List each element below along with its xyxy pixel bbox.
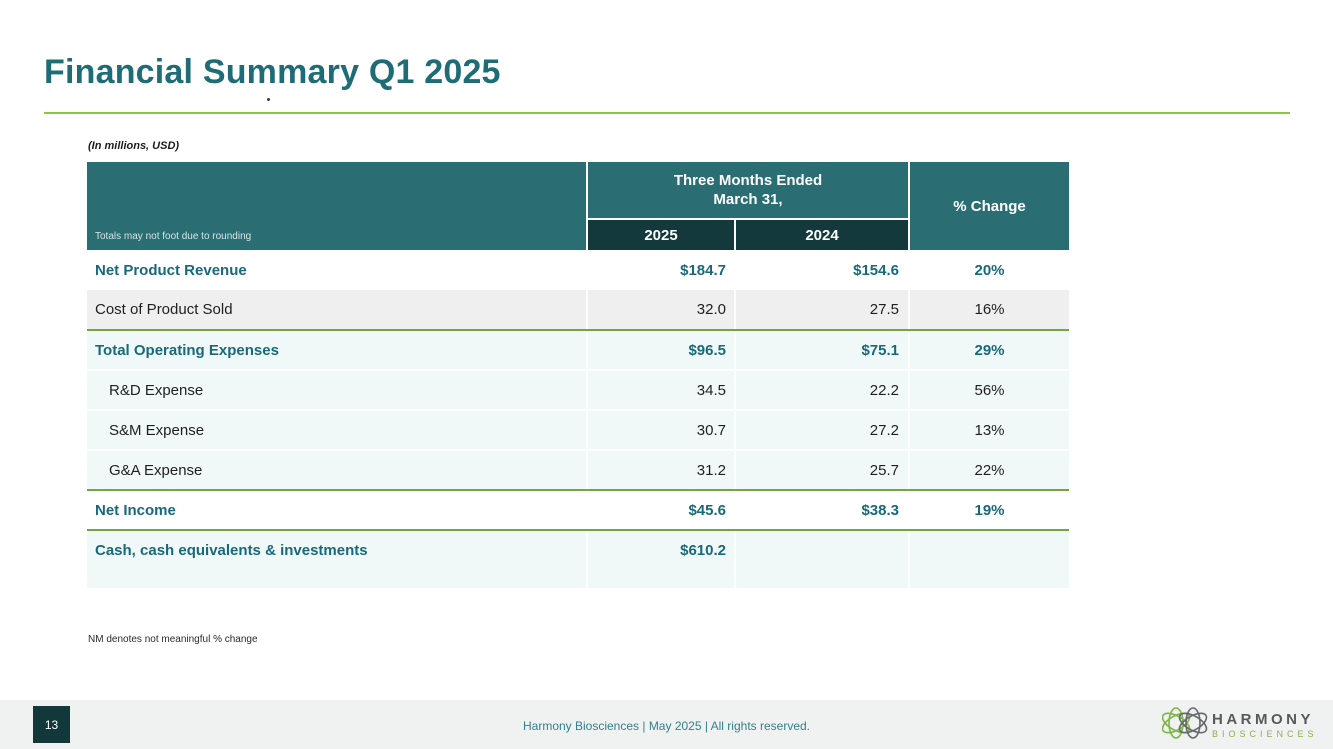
cell-change: 20% <box>908 250 1069 290</box>
cell-label <box>87 570 587 588</box>
header-cell-label: Totals may not foot due to rounding <box>87 162 587 250</box>
header-cell-period: Three Months Ended March 31, <box>586 162 909 220</box>
table-row: Cost of Product Sold 32.0 27.5 16% <box>87 290 1069 331</box>
cell-label: Total Operating Expenses <box>87 330 587 371</box>
cell-change: 16% <box>908 290 1069 331</box>
cell-change: 56% <box>908 370 1069 411</box>
header-cell-pct-change: % Change <box>908 162 1069 250</box>
cell-change <box>908 530 1069 570</box>
cell-change: 19% <box>908 490 1069 531</box>
page-title: Financial Summary Q1 2025 <box>44 53 501 91</box>
table-row: Net Income $45.6 $38.3 19% <box>87 490 1069 531</box>
logo-subtitle: BIOSCIENCES <box>1212 728 1318 739</box>
financial-summary-table: Totals may not foot due to rounding Thre… <box>87 162 1069 588</box>
cell-change: 22% <box>908 450 1069 491</box>
cell-y2025: 30.7 <box>586 410 735 451</box>
stray-dot <box>267 98 270 101</box>
nm-footnote: NM denotes not meaningful % change <box>88 634 258 645</box>
company-logo: HARMONY BIOSCIENCES <box>1161 701 1318 749</box>
cell-y2025: 32.0 <box>586 290 735 331</box>
cell-label: Cost of Product Sold <box>87 290 587 331</box>
cell-label: Net Income <box>87 490 587 531</box>
table-row: Net Product Revenue $184.7 $154.6 20% <box>87 250 1069 290</box>
cell-y2025: 31.2 <box>586 450 735 491</box>
cell-y2024: $38.3 <box>734 490 909 531</box>
units-note: (In millions, USD) <box>88 140 180 152</box>
cell-change: 29% <box>908 330 1069 371</box>
table-spacer-row <box>87 570 1069 588</box>
cell-y2024: $75.1 <box>734 330 909 371</box>
logo-name: HARMONY <box>1212 710 1314 728</box>
cell-label: S&M Expense <box>87 410 587 451</box>
footer-caption: Harmony Biosciences | May 2025 | All rig… <box>522 719 811 733</box>
cell-y2025: $96.5 <box>586 330 735 371</box>
table-header: Totals may not foot due to rounding Thre… <box>87 162 1069 250</box>
harmony-knot-icon <box>1161 701 1208 749</box>
title-underline <box>44 112 1290 114</box>
cell-y2024 <box>734 530 909 570</box>
cell-y2024: 27.5 <box>734 290 909 331</box>
period-line-1: Three Months Ended <box>673 171 823 189</box>
table-row: R&D Expense 34.5 22.2 56% <box>87 370 1069 411</box>
cell-label: Cash, cash equivalents & investments <box>87 530 587 570</box>
cell-y2025 <box>586 570 735 588</box>
header-cell-2024: 2024 <box>734 219 909 250</box>
header-row-group: Totals may not foot due to rounding Thre… <box>87 162 1069 250</box>
cell-y2024: 25.7 <box>734 450 909 491</box>
cell-label: R&D Expense <box>87 370 587 411</box>
cell-y2024: $154.6 <box>734 250 909 290</box>
rounding-note: Totals may not foot due to rounding <box>95 231 252 242</box>
bottom-bar: 13 Harmony Biosciences | May 2025 | All … <box>0 700 1333 749</box>
cell-y2025: $610.2 <box>586 530 735 570</box>
cell-y2024 <box>734 570 909 588</box>
cell-y2024: 22.2 <box>734 370 909 411</box>
cell-y2025: $184.7 <box>586 250 735 290</box>
cell-label: G&A Expense <box>87 450 587 491</box>
cell-change: 13% <box>908 410 1069 451</box>
header-row-years: 2025 2024 <box>87 219 1069 250</box>
cell-y2025: 34.5 <box>586 370 735 411</box>
cell-y2025: $45.6 <box>586 490 735 531</box>
cell-y2024: 27.2 <box>734 410 909 451</box>
page-number-badge: 13 <box>33 706 70 743</box>
cell-change <box>908 570 1069 588</box>
table-row: Cash, cash equivalents & investments $610… <box>87 530 1069 570</box>
table-row: Total Operating Expenses $96.5 $75.1 29% <box>87 330 1069 371</box>
period-line-2: March 31, <box>713 191 783 208</box>
table-body: Net Product Revenue $184.7 $154.6 20% Cost o… <box>87 250 1069 588</box>
header-cell-2025: 2025 <box>586 219 735 250</box>
cell-label: Net Product Revenue <box>87 250 587 290</box>
table-row: S&M Expense 30.7 27.2 13% <box>87 410 1069 451</box>
logo-text: HARMONY BIOSCIENCES <box>1212 711 1318 740</box>
table-row: G&A Expense 31.2 25.7 22% <box>87 450 1069 491</box>
